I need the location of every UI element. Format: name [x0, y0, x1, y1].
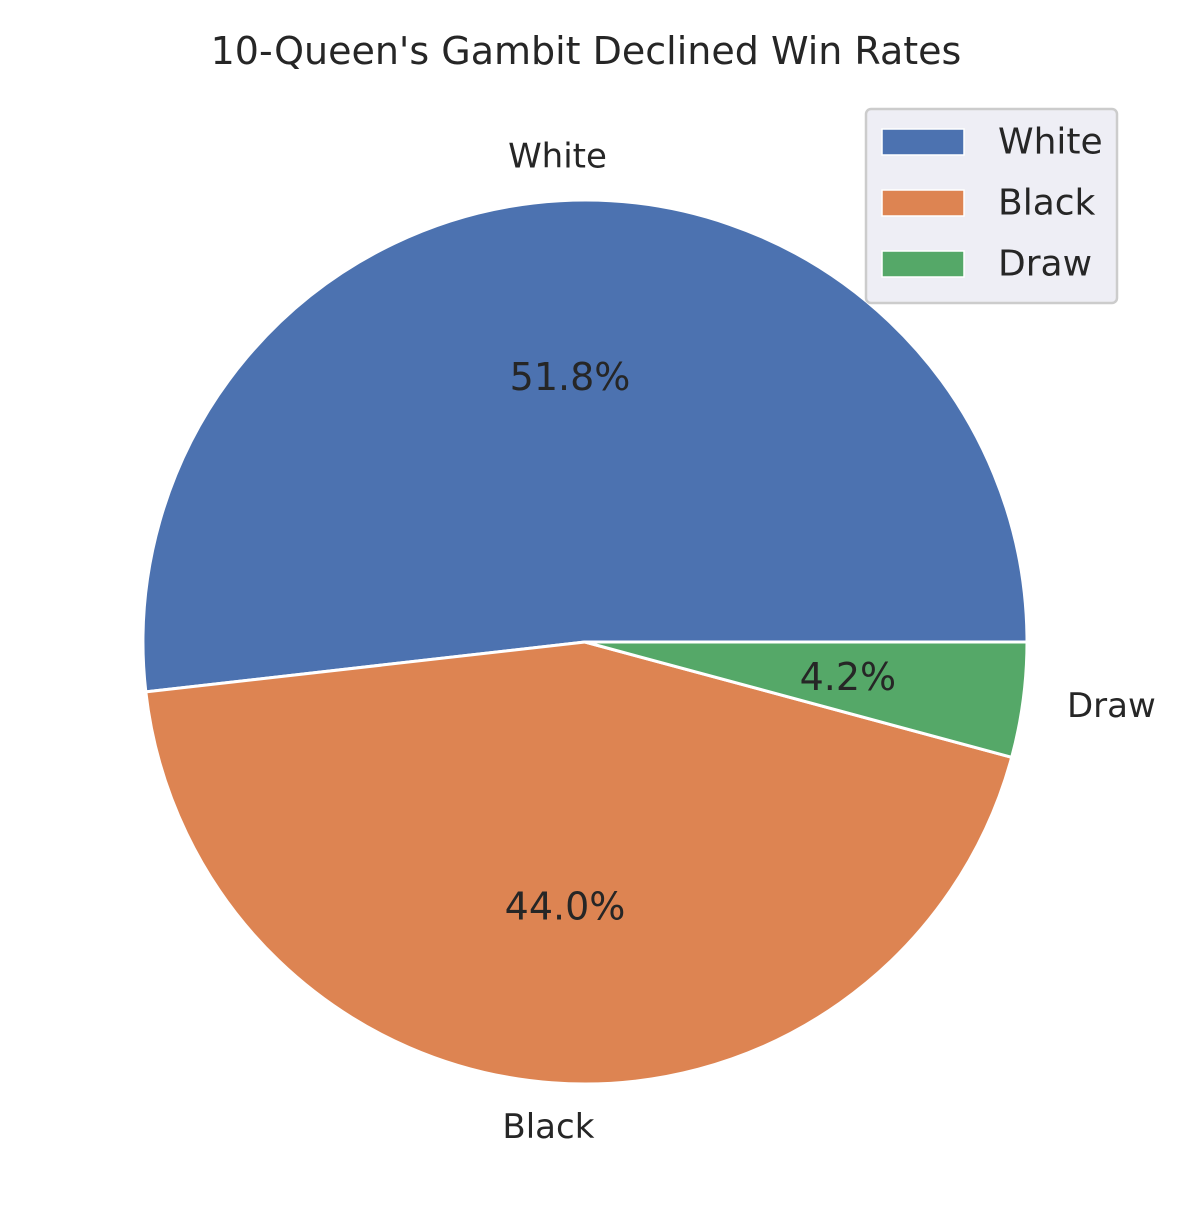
slice-labels: White Black Draw — [502, 137, 1155, 1147]
legend-label-white: White — [998, 122, 1103, 163]
legend: White Black Draw — [864, 107, 1119, 305]
legend-entries: White Black Draw — [881, 122, 1103, 285]
percent-label-black: 44.0% — [505, 884, 626, 928]
legend-swatch-black — [881, 189, 965, 217]
slice-label-black: Black — [502, 1107, 594, 1147]
slice-label-draw: Draw — [1067, 686, 1156, 726]
pie-slice-draw — [583, 640, 1029, 759]
legend-swatch-white — [881, 128, 965, 156]
percent-labels: 51.8% 44.0% 4.2% — [505, 355, 897, 928]
legend-label-black: Black — [998, 183, 1096, 224]
pie-slice-white — [141, 198, 1029, 694]
pie-slice-black — [144, 640, 1014, 1086]
legend-label-draw: Draw — [998, 244, 1092, 285]
slice-label-white: White — [508, 137, 607, 177]
percent-label-draw: 4.2% — [800, 655, 897, 699]
pie-slices — [141, 198, 1029, 1086]
chart-title: 10-Queen's Gambit Declined Win Rates — [211, 29, 962, 73]
legend-swatch-draw — [881, 250, 965, 278]
percent-label-white: 51.8% — [510, 355, 631, 399]
